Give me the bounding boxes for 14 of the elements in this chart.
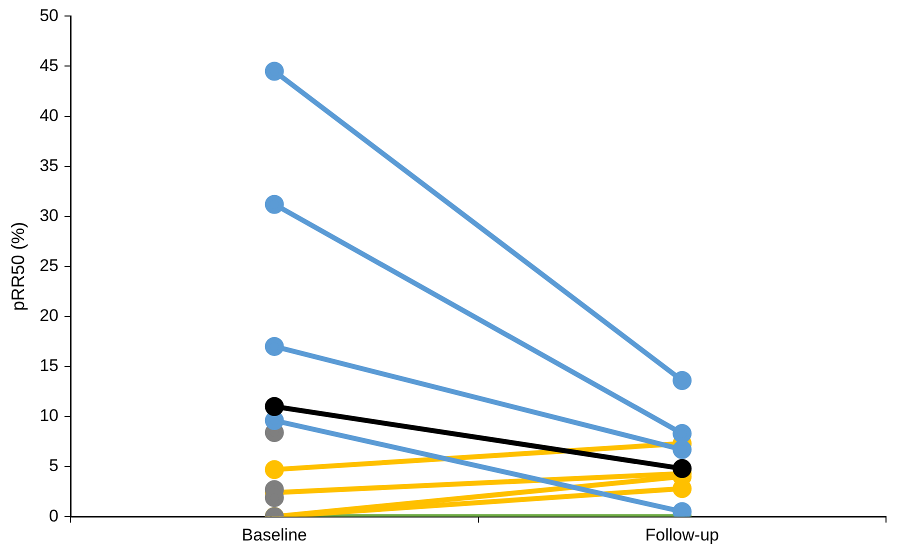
y-tick-label: 45: [40, 56, 59, 75]
x-tick-label: Follow-up: [645, 525, 719, 544]
y-tick-label: 10: [40, 406, 59, 426]
y-tick-label: 20: [40, 306, 59, 326]
y-tick-label: 5: [49, 456, 59, 476]
y-tick-label: 25: [40, 256, 59, 276]
y-tick-label: 50: [40, 6, 59, 25]
y-tick-label: 35: [40, 156, 59, 176]
x-tick-label: Baseline: [242, 525, 307, 544]
y-tick-label: 30: [40, 206, 59, 226]
y-axis-title: pRR50 (%): [8, 222, 28, 311]
y-tick-label: 0: [49, 506, 59, 526]
y-tick-label: 15: [40, 356, 59, 376]
y-tick-label: 40: [40, 106, 59, 125]
